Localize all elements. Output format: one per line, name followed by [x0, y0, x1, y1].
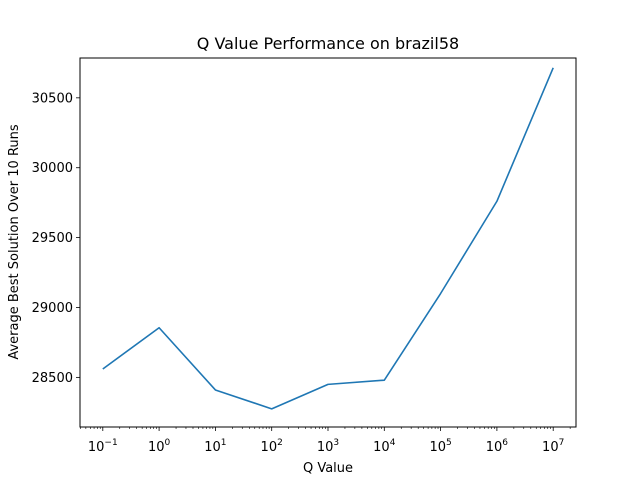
x-axis-label: Q Value — [303, 461, 353, 476]
y-tick-label: 30000 — [32, 161, 73, 176]
y-tick-label: 29500 — [32, 231, 73, 246]
x-tick-label: 107 — [542, 438, 564, 455]
x-tick-label: 103 — [317, 438, 339, 455]
x-tick-label: 105 — [429, 438, 451, 455]
x-tick-label: 10−1 — [88, 438, 118, 455]
x-axis-ticks: 10−1 100 101 102 103 104 105 106 107 — [80, 427, 571, 455]
x-tick-label: 102 — [261, 438, 283, 455]
y-tick-label: 28500 — [32, 371, 73, 386]
x-tick-label: 100 — [148, 438, 171, 455]
x-tick-label: 101 — [204, 438, 226, 455]
x-tick-label: 106 — [486, 438, 509, 455]
y-tick-label: 30500 — [32, 91, 73, 106]
series-line — [102, 67, 554, 410]
plot-area: 10−1 100 101 102 103 104 105 106 107 28500290002… — [32, 57, 577, 455]
y-tick-label: 29000 — [32, 301, 73, 316]
x-tick-label: 104 — [373, 438, 396, 455]
y-axis-ticks: 28500 29000 29500 30000 30500 — [32, 91, 80, 386]
y-axis-label: Average Best Solution Over 10 Runs — [7, 124, 22, 360]
chart-title: Q Value Performance on brazil58 — [197, 34, 459, 53]
axes-frame — [79, 57, 577, 428]
